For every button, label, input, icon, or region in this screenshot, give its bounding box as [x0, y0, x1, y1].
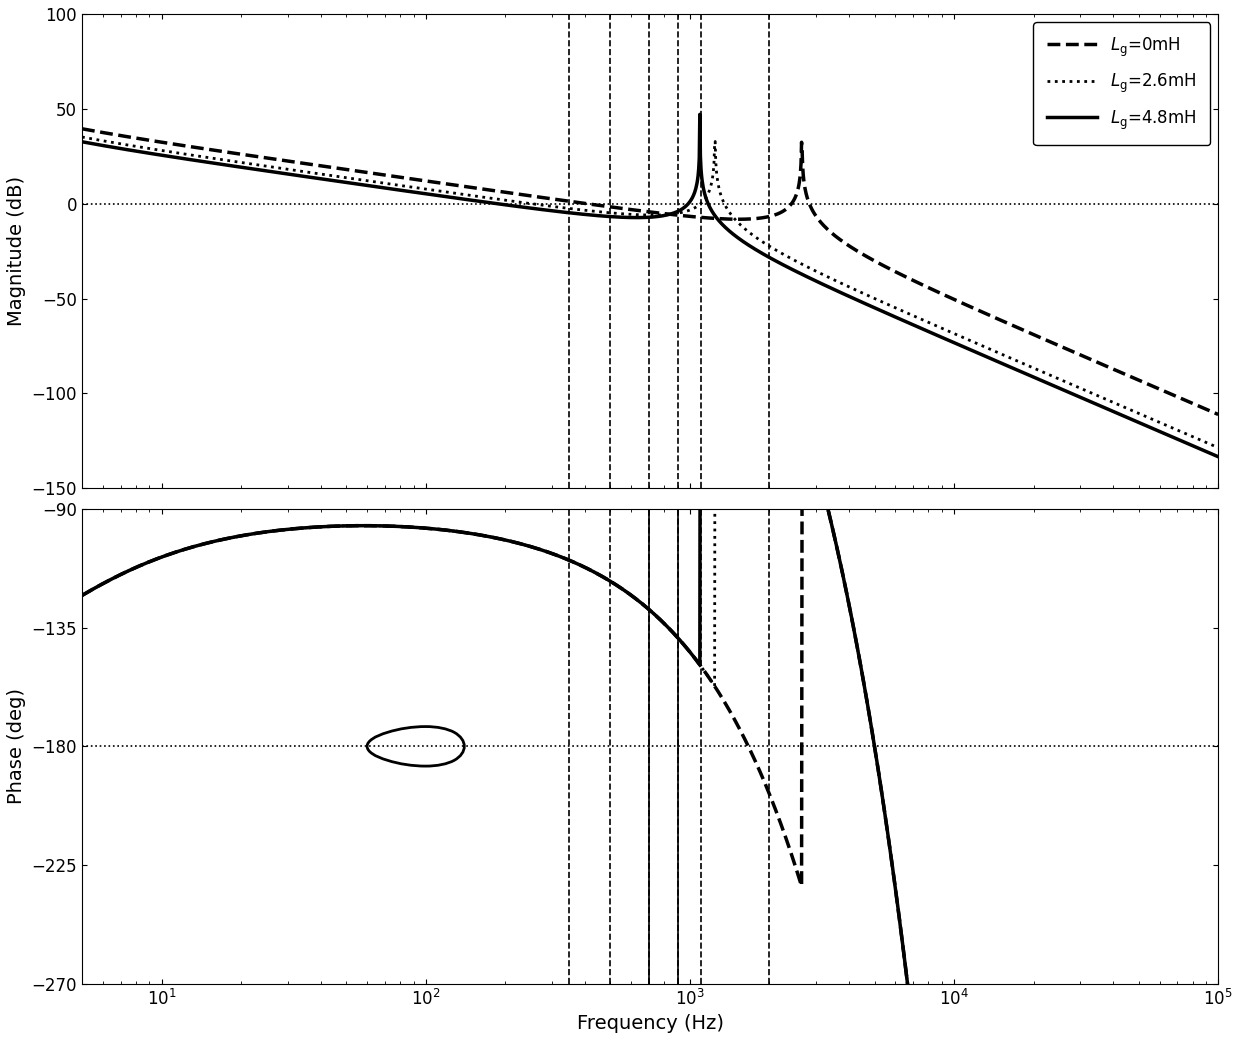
$L_\mathrm{g}$=2.6mH — [74, 131, 89, 144]
$L_\mathrm{g}$=0mH — [627, 204, 642, 216]
$L_\mathrm{g}$=4.8mH — [1178, 437, 1193, 449]
$L_\mathrm{g}$=0mH — [1210, 409, 1225, 421]
$L_\mathrm{g}$=2.6mH — [133, 140, 148, 153]
$L_\mathrm{g}$=2.6mH — [596, 206, 611, 218]
Line: $L_\mathrm{g}$=0mH: $L_\mathrm{g}$=0mH — [82, 129, 1218, 415]
Legend: $L_\mathrm{g}$=0mH, $L_\mathrm{g}$=2.6mH, $L_\mathrm{g}$=4.8mH: $L_\mathrm{g}$=0mH, $L_\mathrm{g}$=2.6mH… — [1033, 22, 1210, 146]
Line: $L_\mathrm{g}$=4.8mH: $L_\mathrm{g}$=4.8mH — [82, 114, 1218, 457]
$L_\mathrm{g}$=2.6mH — [1177, 427, 1192, 440]
$L_\mathrm{g}$=0mH — [1177, 394, 1192, 407]
$L_\mathrm{g}$=4.8mH — [692, 108, 707, 121]
$L_\mathrm{g}$=0mH — [74, 123, 89, 135]
$L_\mathrm{g}$=4.8mH — [74, 135, 89, 148]
$L_\mathrm{g}$=2.6mH — [1178, 427, 1193, 440]
$L_\mathrm{g}$=4.8mH — [970, 346, 985, 359]
$L_\mathrm{g}$=4.8mH — [133, 146, 148, 158]
$L_\mathrm{g}$=0mH — [133, 132, 148, 145]
$L_\mathrm{g}$=0mH — [970, 304, 985, 316]
Y-axis label: Magnitude (dB): Magnitude (dB) — [7, 176, 26, 327]
$L_\mathrm{g}$=2.6mH — [1210, 441, 1225, 453]
$L_\mathrm{g}$=4.8mH — [627, 211, 642, 224]
$L_\mathrm{g}$=4.8mH — [596, 210, 611, 223]
$L_\mathrm{g}$=0mH — [596, 200, 611, 212]
X-axis label: Frequency (Hz): Frequency (Hz) — [577, 1014, 724, 1033]
$L_\mathrm{g}$=4.8mH — [1210, 450, 1225, 463]
Line: $L_\mathrm{g}$=2.6mH: $L_\mathrm{g}$=2.6mH — [82, 137, 1218, 447]
Y-axis label: Phase (deg): Phase (deg) — [7, 688, 26, 804]
$L_\mathrm{g}$=0mH — [1178, 394, 1193, 407]
$L_\mathrm{g}$=2.6mH — [627, 208, 642, 220]
$L_\mathrm{g}$=2.6mH — [970, 337, 985, 349]
$L_\mathrm{g}$=4.8mH — [1178, 437, 1193, 449]
